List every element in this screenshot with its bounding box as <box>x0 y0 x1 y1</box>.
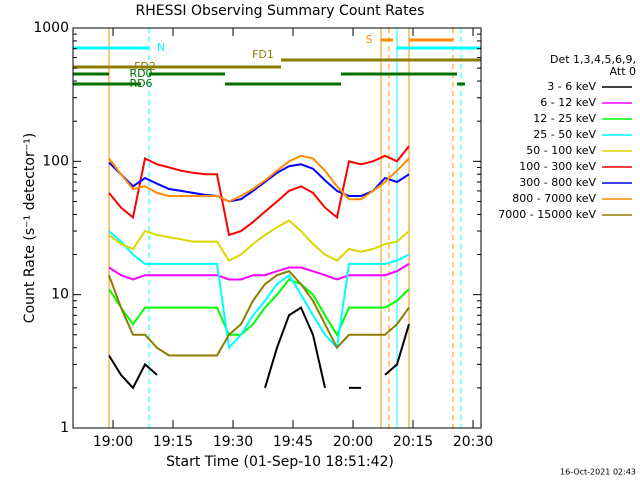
legend-label: 3 - 6 keV <box>547 80 596 93</box>
x-tick-label: 20:15 <box>393 434 433 450</box>
series-line <box>108 154 410 203</box>
x-tick-label: 19:30 <box>213 434 253 450</box>
x-tick-label: 20:30 <box>453 434 493 450</box>
legend-label: 12 - 25 keV <box>533 112 596 125</box>
x-axis-label: Start Time (01-Sep-10 18:51:42) <box>166 454 394 470</box>
series-line <box>108 145 410 237</box>
legend-label: 50 - 100 keV <box>526 144 596 157</box>
y-tick-label: 1000 <box>33 20 69 36</box>
chart-title: RHESSI Observing Summary Count Rates <box>136 3 425 19</box>
flag-label: FD1 <box>252 48 274 61</box>
legend-label: 7000 - 15000 keV <box>498 208 596 221</box>
flag-label: FD2 <box>134 60 156 73</box>
series-line <box>108 278 410 337</box>
flag-label: S <box>366 33 373 46</box>
y-tick-label: 1 <box>60 420 69 436</box>
y-axis-label: Count Rate (s⁻¹ detector⁻¹) <box>22 133 38 323</box>
timestamp: 16-Oct-2021 02:43 <box>560 468 636 477</box>
series-line <box>108 306 410 390</box>
series-line <box>108 230 410 350</box>
flag-label: RD6 <box>129 77 152 90</box>
legend-label: 300 - 800 keV <box>519 176 596 189</box>
plot-frame <box>72 27 482 429</box>
flag-label: RD0 <box>129 67 152 80</box>
legend-label: 6 - 12 keV <box>540 96 596 109</box>
series-line <box>108 270 410 357</box>
y-tick-label: 10 <box>51 287 69 303</box>
legend-title: Att 0 <box>610 65 636 78</box>
legend-label: 800 - 7000 keV <box>512 192 596 205</box>
x-tick-label: 19:45 <box>273 434 313 450</box>
series-line <box>108 161 410 203</box>
flag-label: N <box>157 41 165 54</box>
series-line <box>108 219 410 262</box>
x-tick-label: 19:00 <box>93 434 133 450</box>
legend-title: Det 1,3,4,5,6,9, <box>550 53 636 66</box>
x-tick-label: 20:00 <box>333 434 373 450</box>
x-tick-label: 19:15 <box>153 434 193 450</box>
series-line <box>108 263 410 281</box>
legend-label: 25 - 50 keV <box>533 128 596 141</box>
y-tick-label: 100 <box>42 153 69 169</box>
legend-label: 100 - 300 keV <box>519 160 596 173</box>
